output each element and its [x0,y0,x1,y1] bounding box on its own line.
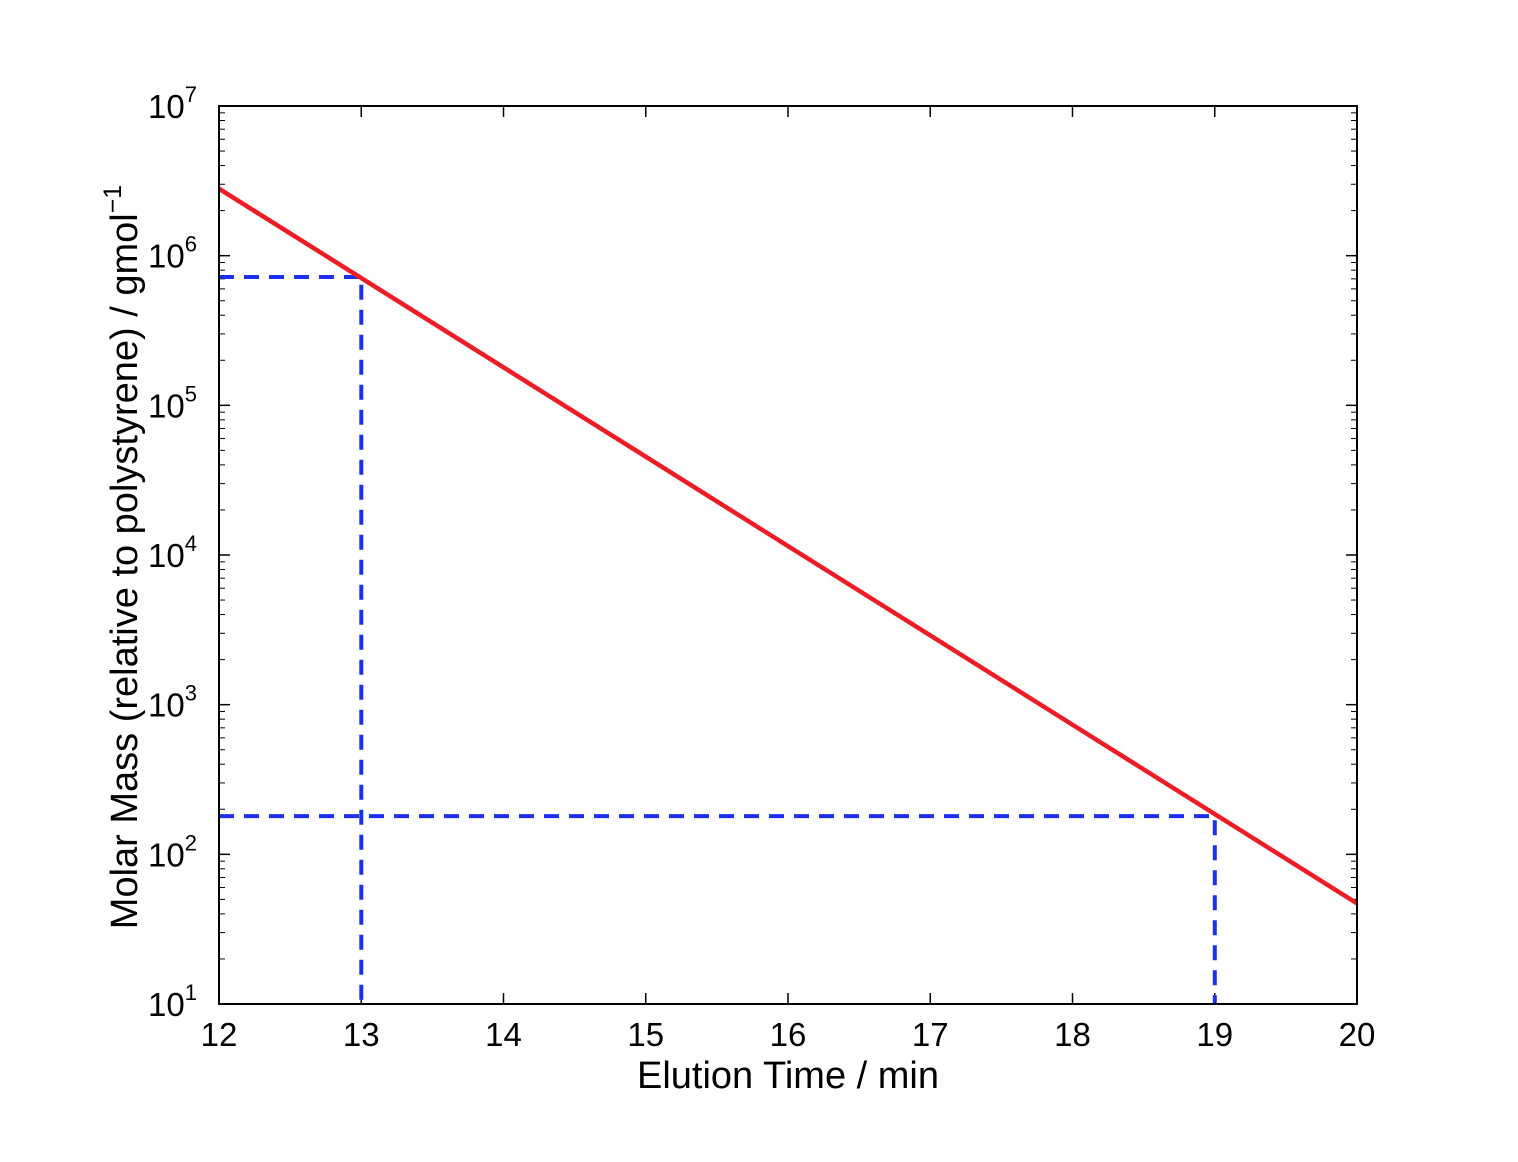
y-tick-label: 102 [148,830,197,873]
y-tick-label: 101 [148,980,197,1023]
series-lines [217,186,1359,906]
y-tick-label: 104 [148,531,197,574]
y-tick-exponent: 7 [185,82,197,107]
x-tick-label: 19 [1196,1016,1233,1053]
x-tick-label: 13 [343,1016,380,1053]
guide-dashed-line [219,814,1217,1004]
x-tick-label: 20 [1339,1016,1376,1053]
y-axis-title-main: Molar Mass (relative to polystyrene) / g… [104,213,146,929]
y-tick-exponent: 6 [185,232,197,257]
x-tick-label: 14 [485,1016,522,1053]
y-axis-title: Molar Mass (relative to polystyrene) / g… [99,185,146,929]
y-tick-base: 10 [148,387,185,424]
plot-frame [218,105,1358,1005]
x-tick-label: 18 [1054,1016,1091,1053]
x-axis-title: Elution Time / min [637,1055,939,1097]
y-tick-base: 10 [148,88,185,125]
y-axis-title-group: Molar Mass (relative to polystyrene) / g… [99,185,146,929]
guide-lines [219,275,1217,1004]
calibration-line [217,186,1359,906]
y-tick-exponent: 2 [185,830,197,855]
y-tick-exponent: 1 [185,980,197,1005]
y-tick-base: 10 [148,537,185,574]
y-tick-exponent: 3 [185,681,197,706]
x-tick-label: 16 [770,1016,807,1053]
y-tick-label: 106 [148,232,197,275]
x-tick-label: 15 [627,1016,664,1053]
y-axis-title-superscript: −1 [99,185,127,214]
y-tick-label: 107 [148,82,197,125]
x-tick-label: 12 [201,1016,238,1053]
guide-dashed-line [219,275,364,1004]
y-tick-label: 103 [148,681,197,724]
y-tick-base: 10 [148,687,185,724]
y-tick-base: 10 [148,238,185,275]
y-tick-exponent: 4 [185,531,197,556]
y-tick-label: 105 [148,381,197,424]
y-tick-base: 10 [148,986,185,1023]
y-tick-base: 10 [148,836,185,873]
x-tick-label: 17 [912,1016,949,1053]
major-ticks [218,105,1358,1005]
minor-ticks [219,112,1357,960]
y-tick-exponent: 5 [185,381,197,406]
x-tick-labels: 12 13 14 15 16 17 18 19 20 [201,1016,1376,1053]
